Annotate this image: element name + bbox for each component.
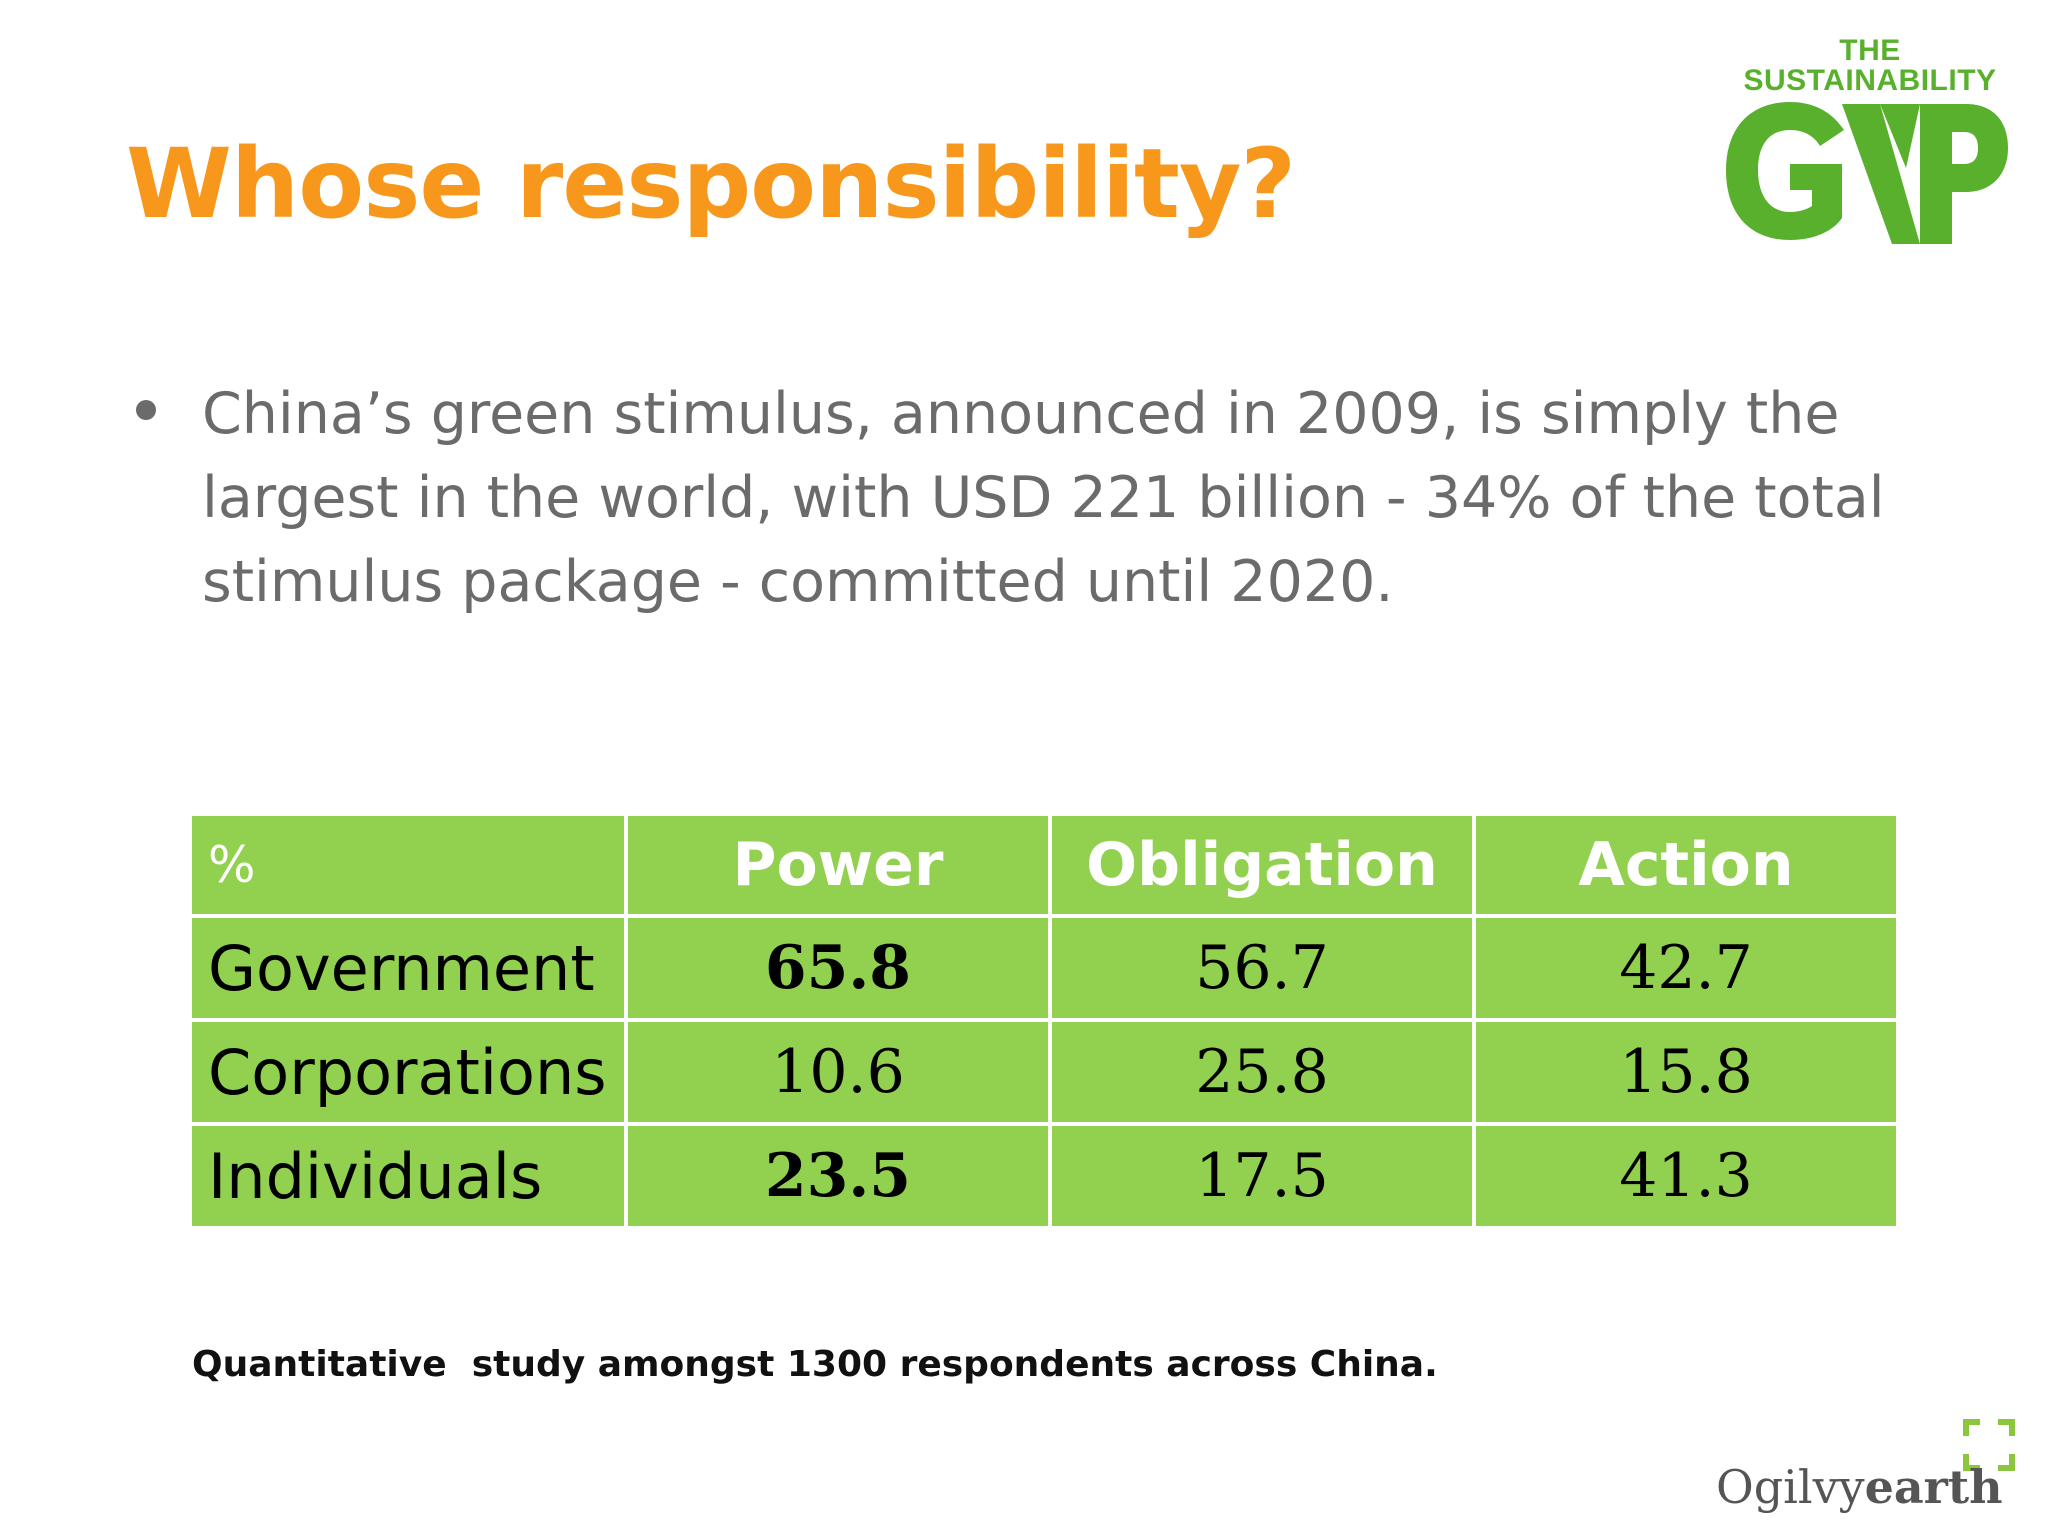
header-obligation: Obligation [1052,816,1472,914]
page-title: Whose responsibility? [126,128,1296,240]
cell-power: 65.8 [628,918,1048,1018]
row-label: Corporations [192,1022,624,1122]
logo-line-the: THE [1839,34,1901,67]
cell-action: 42.7 [1476,918,1896,1018]
cell-power: 10.6 [628,1022,1048,1122]
gap-logo-icon [1726,102,2008,244]
cell-action: 15.8 [1476,1022,1896,1122]
ogilvyearth-logo: Ogilvyearth [1716,1418,2016,1528]
row-label: Individuals [192,1126,624,1226]
cell-obligation: 56.7 [1052,918,1472,1018]
cell-obligation: 17.5 [1052,1126,1472,1226]
footnote: Quantitative study amongst 1300 responde… [192,1344,1438,1385]
bullet-point-icon [136,400,156,420]
cell-action: 41.3 [1476,1126,1896,1226]
sustainability-gap-logo: THE SUSTAINABILITY [1720,34,2010,244]
cell-obligation: 25.8 [1052,1022,1472,1122]
bullet-text: China’s green stimulus, announced in 200… [202,381,1885,615]
table-row: Corporations 10.6 25.8 15.8 [192,1022,1896,1122]
responsibility-table: % Power Obligation Action Government 65.… [188,812,1900,1230]
ogilvyearth-wordmark: Ogilvyearth [1716,1460,2003,1514]
cell-power: 23.5 [628,1126,1048,1226]
logo-line-sustainability: SUSTAINABILITY [1743,64,1997,97]
table-row: Government 65.8 56.7 42.7 [192,918,1896,1018]
header-percent: % [192,816,624,914]
row-label: Government [192,918,624,1018]
header-power: Power [628,816,1048,914]
frame-corner-icon [1963,1419,2015,1471]
header-action: Action [1476,816,1896,914]
table-header-row: % Power Obligation Action [192,816,1896,914]
table-row: Individuals 23.5 17.5 41.3 [192,1126,1896,1226]
